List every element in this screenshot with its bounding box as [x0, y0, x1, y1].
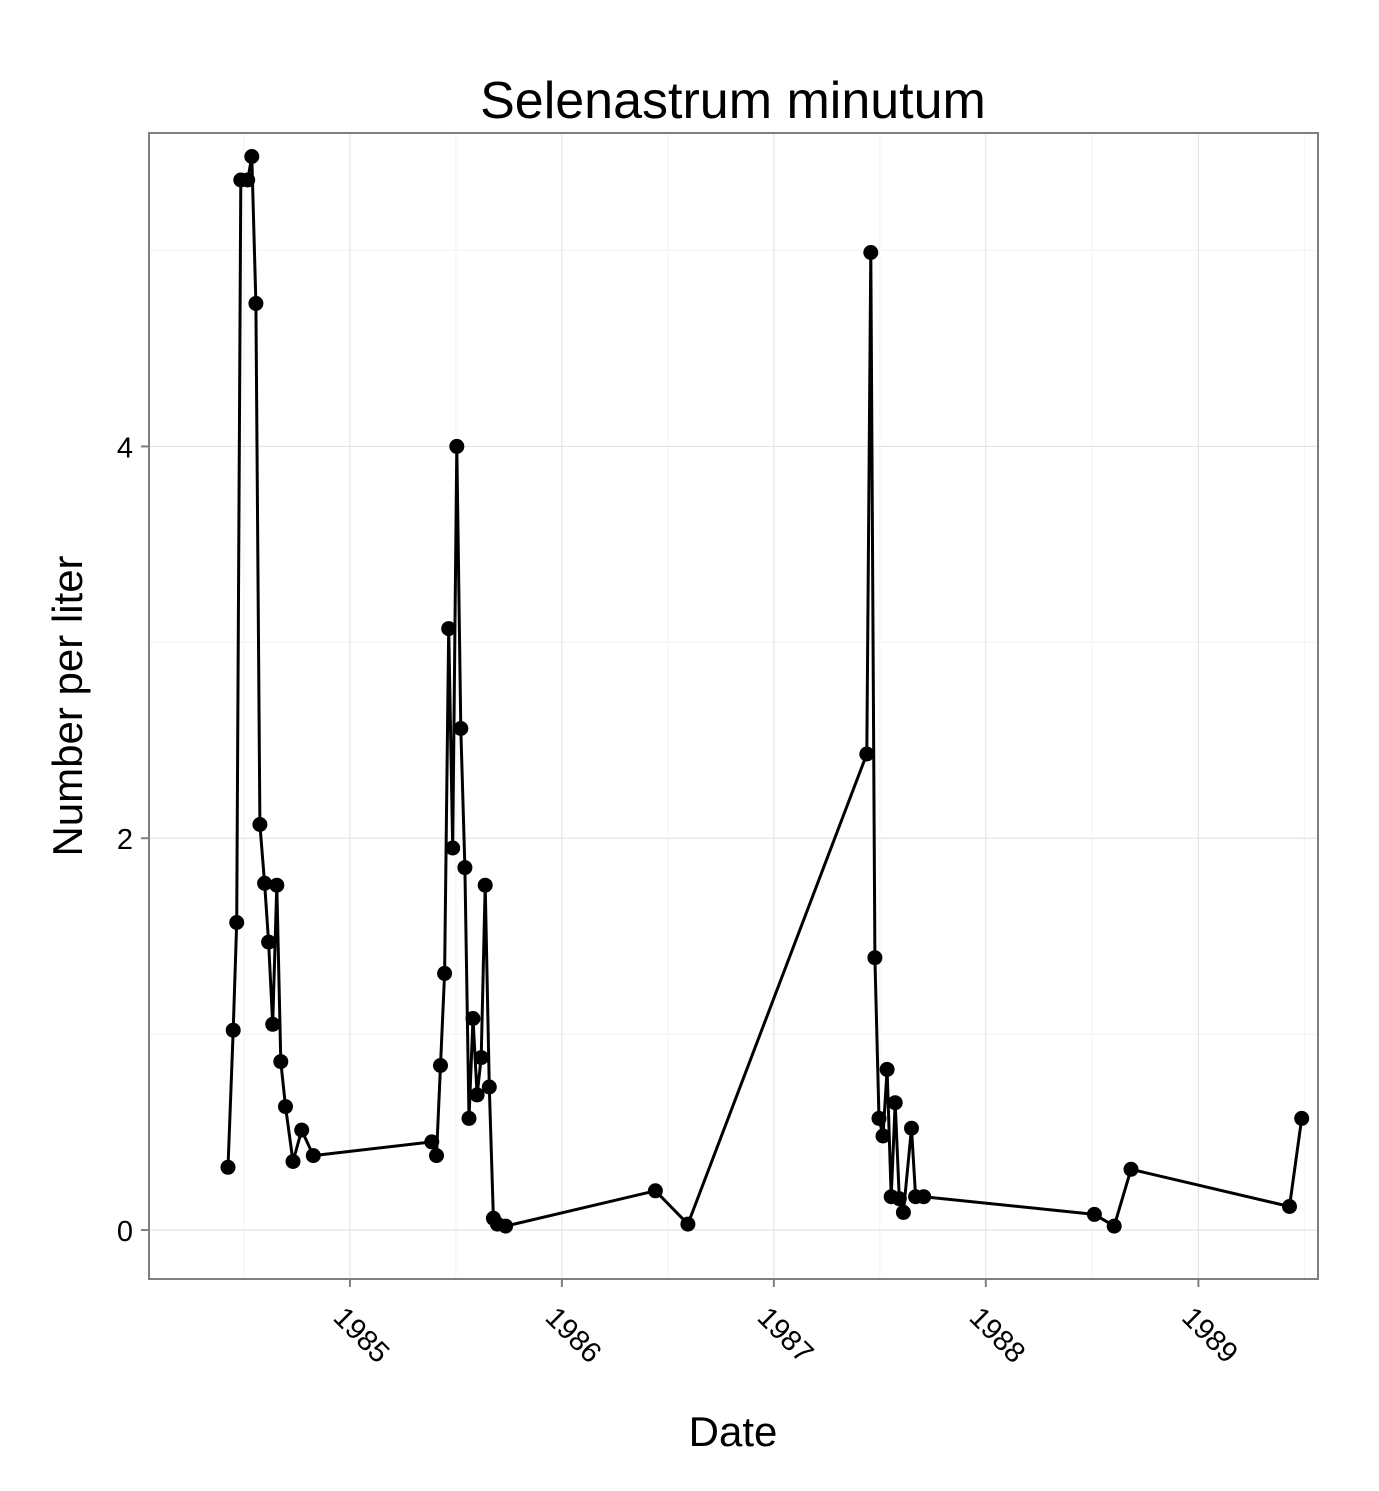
data-point [867, 950, 883, 966]
data-point [498, 1218, 514, 1234]
plot-panel-border [148, 132, 1319, 1280]
data-point [248, 295, 264, 311]
data-point [252, 817, 268, 832]
data-point [229, 915, 245, 930]
chart-title: Selenastrum minutum [480, 72, 986, 130]
data-point [1282, 1199, 1297, 1214]
data-point [904, 1120, 919, 1136]
data-point [916, 1189, 932, 1205]
data-point [225, 1022, 241, 1038]
data-point [1106, 1218, 1122, 1234]
data-point [261, 934, 277, 950]
y-tick-label: 2 [117, 824, 133, 856]
data-point [469, 1087, 485, 1103]
data-point [273, 1054, 289, 1070]
data-point [859, 746, 875, 762]
data-point [244, 149, 260, 164]
data-point [285, 1154, 301, 1169]
data-point [220, 1159, 236, 1175]
data-point [481, 1079, 497, 1095]
data-point [891, 1191, 907, 1207]
data-point [257, 875, 273, 891]
data-point [465, 1011, 481, 1026]
data-point [429, 1148, 444, 1164]
data-point [269, 877, 285, 893]
data-point [449, 438, 465, 454]
data-point [1086, 1206, 1102, 1222]
data-point [879, 1061, 895, 1077]
data-point [863, 245, 879, 260]
data-point [1123, 1161, 1139, 1177]
data-point [477, 877, 493, 893]
x-axis-title: Date [689, 1408, 778, 1455]
data-point [278, 1099, 293, 1115]
data-point [647, 1183, 663, 1199]
y-tick-label: 4 [117, 432, 133, 464]
series-layer [220, 149, 1310, 1234]
data-point [441, 621, 457, 637]
data-point [265, 1016, 281, 1032]
y-axis-title: Number per liter [44, 555, 91, 856]
y-tick-label: 0 [117, 1216, 133, 1248]
minor-gridlines [149, 133, 1318, 1279]
data-point [305, 1148, 321, 1164]
data-point [680, 1216, 696, 1232]
data-point [424, 1134, 440, 1150]
data-point [437, 965, 453, 981]
data-point [871, 1110, 887, 1126]
data-point [445, 840, 461, 856]
data-point [433, 1058, 448, 1073]
data-point [461, 1110, 477, 1126]
data-point [875, 1128, 891, 1144]
major-gridlines [149, 133, 1318, 1279]
data-point [457, 860, 473, 876]
data-point [453, 721, 469, 736]
data-point [895, 1204, 911, 1220]
data-point [240, 172, 256, 188]
data-point [473, 1050, 489, 1066]
y-axis: 0 2 4 [117, 432, 149, 1248]
data-point [1294, 1110, 1310, 1126]
data-point [887, 1095, 903, 1111]
data-point [294, 1122, 310, 1138]
